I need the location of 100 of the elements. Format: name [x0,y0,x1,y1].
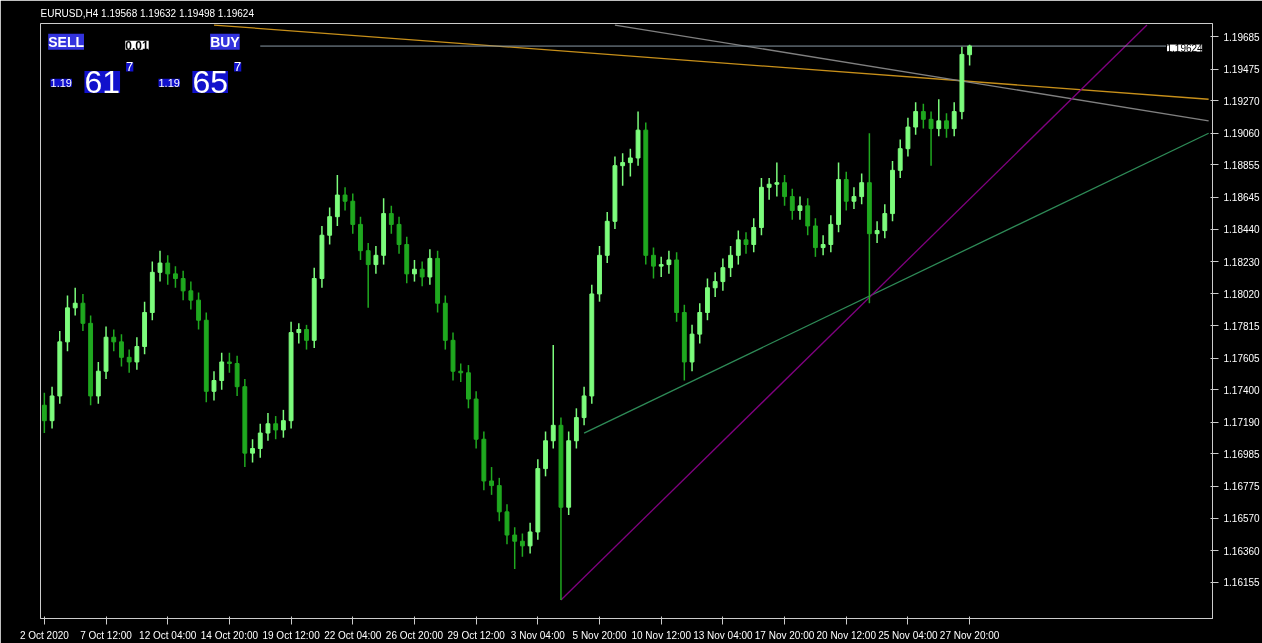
candlestick [666,249,672,275]
candlestick [72,287,78,317]
x-tick-label: 14 Oct 20:00 [200,629,259,641]
candlestick [296,322,302,345]
y-tick-label: 1.18855 [1223,159,1261,171]
candlestick [219,351,225,391]
candlestick [41,392,47,434]
x-tick-label: 7 Oct 12:00 [80,629,133,641]
y-tick-label: 1.19270 [1223,95,1261,107]
annotation: 1.19 [158,76,180,89]
candlestick [774,161,780,198]
annotation: 61 [84,64,121,101]
candlestick [751,217,757,253]
annotation: 0.01 [125,38,149,53]
candlestick [828,214,834,253]
candlestick [550,344,556,450]
x-tick-label: 25 Nov 04:00 [878,629,939,641]
candlestick [859,172,865,206]
candlestick [920,103,926,130]
y-tick-label: 1.19475 [1223,64,1261,76]
x-tick-label: 27 Nov 20:00 [939,629,1000,641]
candlestick [735,229,741,266]
x-tick-label: 3 Nov 04:00 [510,629,566,641]
y-tick-label: 1.17815 [1223,320,1261,332]
candlestick [257,423,263,459]
annotation: BUY [210,33,241,50]
annotation: 65 [192,64,228,101]
candlestick [396,215,402,255]
candlestick [304,324,309,351]
candlestick [373,245,379,275]
candlestick [936,98,942,138]
x-tick-label: 19 Oct 12:00 [262,629,321,641]
candlestick [782,174,787,207]
candlestick [882,203,888,240]
candlestick [80,293,86,332]
candlestick [573,407,579,450]
candlestick [851,186,857,210]
y-tick-label: 1.17605 [1223,353,1261,365]
candlestick [226,351,232,374]
annotation: SELL [48,33,85,50]
candlestick [512,526,518,570]
y-tick-label: 1.18440 [1223,224,1261,236]
candlestick [111,328,117,352]
candlestick [273,415,279,440]
candlestick [743,231,749,255]
candlestick [913,101,919,136]
candlestick [951,101,957,138]
x-tick-label: 13 Nov 04:00 [693,629,754,641]
candlestick [250,438,255,464]
candlestick [157,249,163,283]
candlestick [173,265,178,289]
candlestick [805,197,811,236]
x-tick-label: 2 Oct 2020 [19,629,70,641]
candlestick [527,521,533,555]
x-tick-label: 5 Nov 20:00 [572,629,627,641]
y-tick-label: 1.18645 [1223,192,1261,204]
candlestick [581,385,587,427]
x-tick-label: 12 Oct 04:00 [139,629,197,641]
x-tick-label: 26 Oct 20:00 [385,629,444,641]
candlestick [234,355,240,397]
candlestick [342,186,348,212]
candlestick [211,370,217,402]
candlestick [720,257,726,292]
y-tick-label: 1.17400 [1223,384,1261,396]
candlestick [620,152,626,187]
candlestick [728,245,734,278]
candlestick [789,188,795,221]
candlestick [419,260,425,287]
candlestick [196,291,201,331]
annotation: 7 [234,59,242,75]
y-tick-label: 1.16360 [1223,545,1261,557]
candlestick [519,532,525,558]
candlestick [658,256,664,278]
candlestick [627,147,633,178]
candlestick [897,138,903,179]
candlestick [504,503,510,546]
candlestick [327,206,333,246]
y-tick-label: 1.18020 [1223,288,1261,300]
candlestick [712,271,718,298]
candlestick [820,234,826,257]
candlestick [427,248,433,286]
candlestick [365,242,371,309]
candlestick [350,192,356,235]
x-tick-label: 17 Nov 20:00 [754,629,815,641]
candlestick [905,117,911,158]
candlestick [388,205,394,235]
y-tick-label: 1.16570 [1223,513,1261,525]
candlestick [412,259,417,283]
candlestick [812,217,818,258]
y-tick-label: 1.19685 [1223,31,1261,43]
candlestick [334,174,340,227]
annotation: 7 [126,59,134,75]
candlestick [843,171,849,212]
candlestick [165,254,171,286]
y-tick-label: 1.16155 [1223,577,1261,589]
x-tick-label: 10 Nov 12:00 [631,629,692,641]
candlestick [489,466,494,496]
candlestick [188,280,194,311]
x-tick-label: 20 Nov 12:00 [816,629,877,641]
candlestick [180,270,186,301]
